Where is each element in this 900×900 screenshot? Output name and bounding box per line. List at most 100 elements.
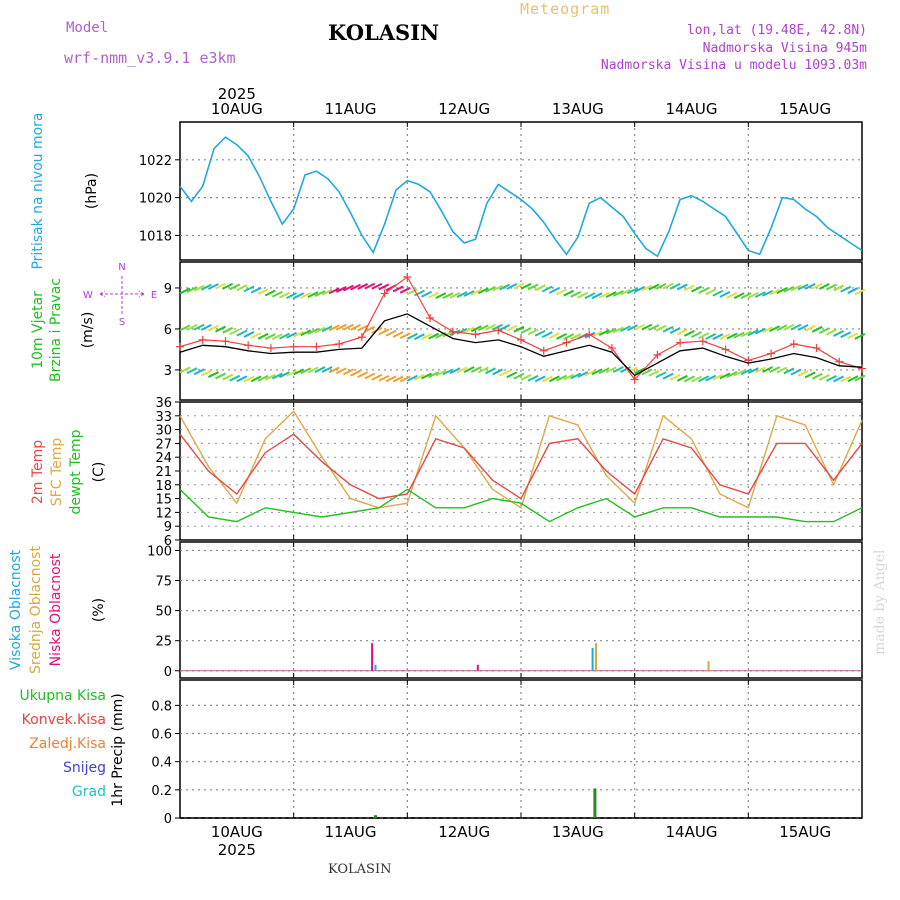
precip-legend-2: Zaledj.Kisa (29, 736, 106, 752)
wind-barb (342, 284, 354, 292)
wind-barb (584, 369, 596, 377)
wind-barb (612, 326, 624, 334)
cloud-unit-label: (%) (91, 598, 107, 622)
gust-marker (244, 341, 253, 350)
wind-barb (783, 285, 795, 293)
wind-barb (733, 369, 745, 377)
gust-marker (198, 335, 207, 344)
wind-barb (705, 332, 717, 340)
wind-barb (811, 325, 823, 333)
wind-barb (669, 282, 681, 290)
wind-barb (200, 283, 212, 291)
wind-barb (286, 331, 298, 339)
wind-barb (215, 372, 226, 380)
wind-barb (406, 332, 418, 340)
wind-barb (591, 330, 603, 338)
wind-barb (541, 331, 553, 338)
wind-barb (719, 333, 731, 340)
wind-barb (371, 282, 383, 290)
wind-barb (818, 374, 830, 381)
wind-barb (683, 284, 695, 292)
wind-barb (207, 283, 219, 290)
gust-marker (812, 344, 821, 353)
compass-west: W (83, 290, 93, 301)
gust-marker (767, 349, 776, 358)
wind-barb (740, 292, 752, 300)
2m-temp-line (179, 433, 863, 500)
gust-marker (289, 342, 298, 351)
wind-barb (314, 326, 326, 334)
wind-barb (698, 287, 710, 294)
wind-barb (250, 286, 262, 294)
gust-marker (858, 364, 866, 373)
wind-barb (342, 323, 354, 331)
gust-marker (221, 337, 230, 346)
wind-barb (719, 372, 731, 380)
y-tick-label: 0 (164, 665, 172, 680)
model-label: Model (66, 20, 109, 36)
cloud-bar (374, 664, 377, 671)
wind-barb (392, 375, 404, 383)
wind-barb (762, 326, 773, 334)
wind-barb (769, 288, 781, 296)
wind-barb (598, 291, 610, 299)
y-tick-label: 3 (164, 364, 172, 379)
wind-barb (804, 324, 816, 332)
wind-barb (548, 375, 560, 383)
wind-barb (776, 287, 788, 294)
wind-barb (769, 325, 781, 332)
gust-marker (835, 357, 844, 366)
wind-barb (307, 366, 319, 374)
wind-barb (506, 371, 518, 379)
precip-legend-3: Snijeg (63, 760, 106, 776)
precip-bar (593, 788, 597, 818)
wind-barb (854, 288, 866, 296)
wind-barb (293, 330, 305, 338)
wind-barb (769, 366, 781, 373)
wind-barb (257, 374, 269, 382)
cloud-bar (707, 661, 710, 671)
wind-barb (264, 333, 276, 341)
wind-barb (712, 333, 724, 341)
wind-barb (826, 328, 837, 336)
wind-barb (364, 372, 376, 380)
wind-barb (264, 373, 276, 381)
wind-barb (378, 374, 390, 382)
wind-barb (229, 283, 241, 291)
wind-barb (811, 372, 823, 380)
wind-barb (598, 367, 610, 375)
wind-barb (605, 366, 617, 374)
gust-marker (380, 289, 389, 298)
wind-barb (634, 367, 646, 375)
wind-barb (477, 366, 489, 374)
x-tick-label-bottom: 13AUG (552, 823, 604, 841)
y-tick-label: 18 (155, 479, 172, 494)
wind-barb (499, 369, 511, 377)
wind-barb (854, 333, 866, 340)
wind-barb (428, 371, 440, 378)
gust-marker (517, 335, 525, 344)
x-tick-label-bottom: 10AUG (211, 823, 263, 841)
wind-barb (492, 323, 504, 331)
y-tick-label: 15 (155, 493, 172, 508)
wind-barb (818, 282, 830, 290)
x-tick-label-top: 12AUG (438, 100, 490, 118)
x-tick-label-top: 13AUG (552, 100, 604, 118)
precip-bar (374, 815, 378, 818)
wind-barb (648, 283, 660, 291)
x-tick-label-bottom: 11AUG (325, 823, 377, 841)
cloud-high-axis-label: Visoka Oblacnost (8, 549, 24, 670)
wind-barb (200, 323, 212, 331)
y-tick-label: 0.4 (151, 756, 172, 771)
wind-barb (342, 368, 354, 376)
wind-barb (676, 283, 688, 291)
wind-barb (563, 373, 575, 381)
wind-barb (300, 329, 312, 337)
wind-barb (669, 373, 681, 381)
wind-barb (492, 284, 504, 292)
wind-barb (321, 366, 333, 373)
wind-axis-label: 10m Vjetar (30, 291, 46, 369)
precip-legend-4: Grad (72, 784, 106, 800)
temp-unit-label: (C) (91, 462, 107, 483)
wind-barb (307, 291, 319, 299)
